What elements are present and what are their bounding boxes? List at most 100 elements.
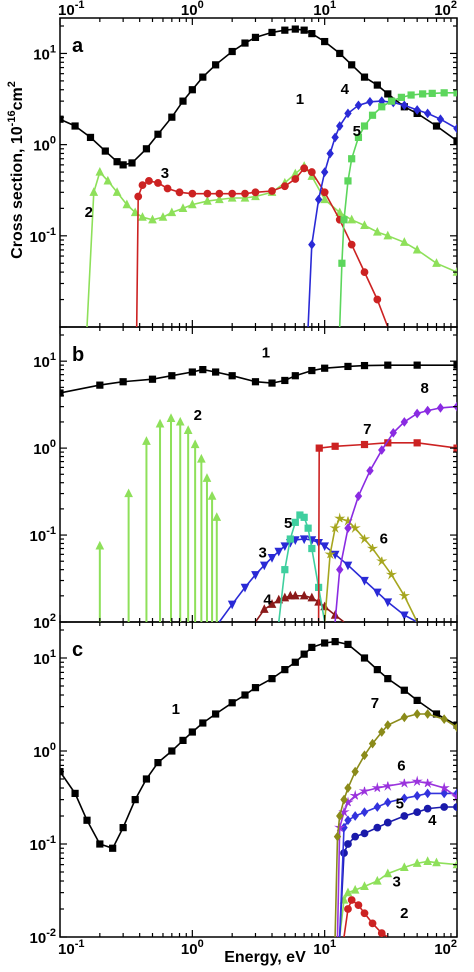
data-point — [175, 416, 185, 426]
data-point — [413, 408, 421, 419]
data-point — [360, 576, 369, 586]
data-point — [428, 89, 436, 97]
data-point — [344, 905, 352, 913]
data-point — [228, 372, 236, 380]
data-point — [453, 137, 457, 145]
data-point — [179, 736, 187, 745]
data-point — [400, 686, 408, 694]
y-tick-label-b: 102 — [33, 612, 56, 632]
data-point — [199, 73, 207, 81]
top-x-tick-label: 102 — [434, 0, 457, 19]
data-point — [331, 442, 339, 450]
data-point — [324, 549, 336, 560]
data-point — [199, 719, 207, 727]
data-point — [360, 122, 369, 130]
data-point — [383, 868, 393, 878]
data-point — [281, 666, 289, 674]
data-point — [423, 709, 432, 719]
data-point — [268, 379, 276, 387]
bottom-x-tick-label: 10-1 — [58, 938, 84, 958]
panel-a-series — [60, 25, 457, 327]
data-point — [300, 26, 308, 34]
data-point — [358, 786, 371, 796]
data-point — [259, 561, 269, 571]
data-point — [360, 73, 369, 81]
data-point — [240, 583, 250, 593]
data-point — [128, 159, 136, 167]
data-point — [202, 473, 212, 482]
data-point — [268, 675, 276, 683]
data-point — [212, 710, 220, 718]
data-point — [251, 33, 260, 41]
data-point — [134, 192, 143, 201]
data-point — [368, 919, 377, 928]
series-b-2 — [95, 413, 222, 622]
data-point — [215, 189, 224, 198]
curve-label-a-2: 2 — [85, 204, 93, 221]
data-point — [399, 611, 409, 621]
data-point — [344, 783, 352, 793]
data-point — [179, 97, 187, 105]
series-line — [60, 640, 457, 850]
data-point — [432, 857, 441, 867]
data-point — [190, 439, 200, 449]
data-point — [145, 177, 153, 185]
data-point — [344, 815, 352, 826]
data-point — [280, 182, 289, 191]
curve-label-b-7: 7 — [363, 421, 371, 438]
data-point — [251, 684, 260, 692]
data-point — [228, 189, 237, 198]
data-point — [142, 145, 151, 153]
curve-label-b-8: 8 — [421, 380, 429, 397]
data-point — [400, 417, 409, 427]
data-point — [400, 712, 409, 723]
data-point — [321, 37, 329, 46]
data-point — [154, 759, 162, 767]
data-point — [154, 130, 162, 138]
panel-frame-b — [59, 326, 458, 623]
data-point — [360, 268, 369, 277]
data-point — [320, 194, 330, 204]
data-point — [354, 100, 363, 111]
axis-ticks — [59, 18, 458, 938]
data-point — [400, 793, 409, 804]
data-point — [112, 187, 122, 196]
series-layer — [60, 25, 457, 937]
data-point — [373, 81, 381, 89]
data-point — [71, 122, 79, 130]
data-point — [423, 856, 432, 865]
data-point — [96, 381, 104, 389]
data-point — [183, 425, 193, 434]
data-point — [333, 831, 342, 842]
data-point — [348, 61, 356, 69]
data-point — [360, 750, 369, 761]
data-point — [397, 93, 405, 101]
top-x-tick-label: 101 — [313, 0, 336, 19]
data-point — [227, 600, 237, 610]
data-point — [354, 491, 363, 502]
panel-letter-c: c — [72, 639, 83, 661]
data-point — [412, 858, 422, 867]
series-line — [334, 405, 457, 622]
data-point — [360, 361, 369, 370]
curve-label-a-4: 4 — [341, 81, 350, 98]
data-point — [398, 591, 411, 601]
data-point — [354, 901, 363, 910]
data-point — [251, 188, 260, 197]
data-point — [340, 849, 348, 857]
data-point — [95, 166, 105, 176]
data-point — [360, 654, 369, 662]
data-point — [340, 794, 348, 805]
panel-c-series — [60, 638, 457, 937]
data-point — [360, 881, 369, 891]
data-point — [343, 887, 353, 897]
data-point — [347, 240, 356, 249]
y-tick-label-b: 101 — [33, 351, 56, 371]
data-point — [413, 696, 421, 704]
data-point — [281, 376, 289, 385]
data-point — [321, 639, 329, 647]
data-point — [334, 823, 346, 833]
data-point — [331, 638, 339, 646]
curve-label-b-6: 6 — [380, 530, 388, 547]
y-tick-label-c: 100 — [33, 741, 56, 761]
